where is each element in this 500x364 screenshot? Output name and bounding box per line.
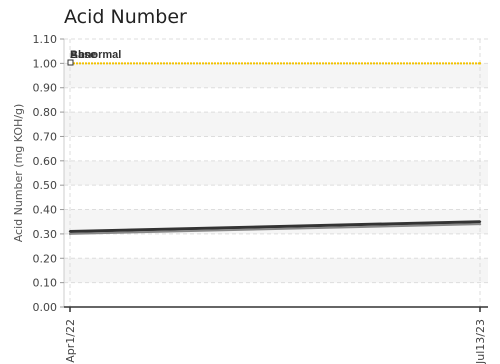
y-axis-label: Acid Number (mg KOH/g) <box>12 104 25 243</box>
legend-label-base: Base <box>70 49 96 61</box>
grid-band <box>64 160 488 186</box>
y-tick-label: 0.70 <box>33 130 58 143</box>
x-tick-label: Apr1/22 <box>64 319 77 363</box>
series-line-2 <box>69 223 481 235</box>
y-tick-label: 0.00 <box>33 301 58 314</box>
series-point-1 <box>68 230 72 233</box>
y-tick-labels: 0.00 0.10 0.20 0.30 0.40 0.50 0.60 0.70 0.80 0.90… <box>33 33 64 314</box>
series-line-1 <box>69 220 481 233</box>
legend-marker <box>67 59 74 66</box>
y-tick-label: 0.50 <box>33 179 58 192</box>
series-point-0 <box>478 62 482 65</box>
series-point-2 <box>68 232 72 236</box>
y-tick-label: 0.90 <box>33 82 58 95</box>
x-tick-label: Jul13/23 <box>474 319 487 364</box>
y-tick-label: 0.10 <box>33 277 58 290</box>
y-tick-label: 1.00 <box>33 57 58 70</box>
series-point-1 <box>478 220 482 223</box>
y-tick-label: 0.80 <box>33 106 58 119</box>
y-tick-label: 0.30 <box>33 228 58 241</box>
grid-band <box>64 63 488 88</box>
legend: Abnormal Base <box>67 49 121 66</box>
grid-band <box>64 258 488 283</box>
series-point-2 <box>478 222 482 226</box>
y-tick-label: 0.40 <box>33 204 58 217</box>
grid-band <box>64 112 488 137</box>
y-tick-label: 0.20 <box>33 252 58 265</box>
x-tick-labels: Apr1/22 Jul13/23 <box>64 307 487 364</box>
legend-label-abnormal: Abnormal <box>70 49 121 61</box>
y-tick-label: 1.10 <box>33 33 58 46</box>
chart-title: Acid Number <box>64 6 187 28</box>
y-tick-label: 0.60 <box>33 155 58 168</box>
